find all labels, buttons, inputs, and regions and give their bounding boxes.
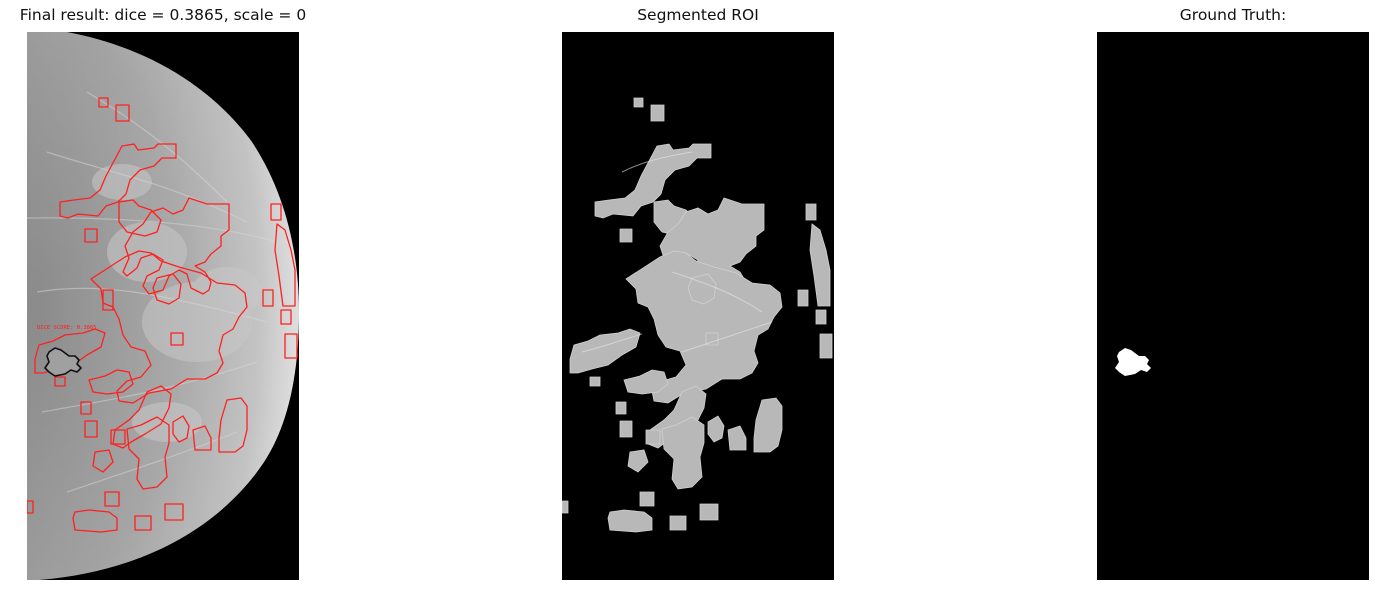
segmented-roi-canvas [562,32,834,580]
roi-contours [27,97,298,533]
ground-truth-image [1097,32,1369,580]
ground-truth-contour [44,347,82,377]
dice-score-overlay: DICE SCORE: 0.3865 [37,325,97,331]
panel-title-segmented-roi: Segmented ROI [637,6,759,24]
final-result-canvas: DICE SCORE: 0.3865 [27,32,299,580]
panel-title-ground-truth: Ground Truth: [1179,6,1287,24]
panel-title-final-result: Final result: dice = 0.3865, scale = 0 [19,6,307,24]
segmented-regions [562,97,833,533]
ground-truth-canvas [1097,32,1369,580]
segmented-roi-image [562,32,834,580]
ground-truth-mask [1115,348,1151,376]
final-result-image: DICE SCORE: 0.3865 [27,32,299,580]
